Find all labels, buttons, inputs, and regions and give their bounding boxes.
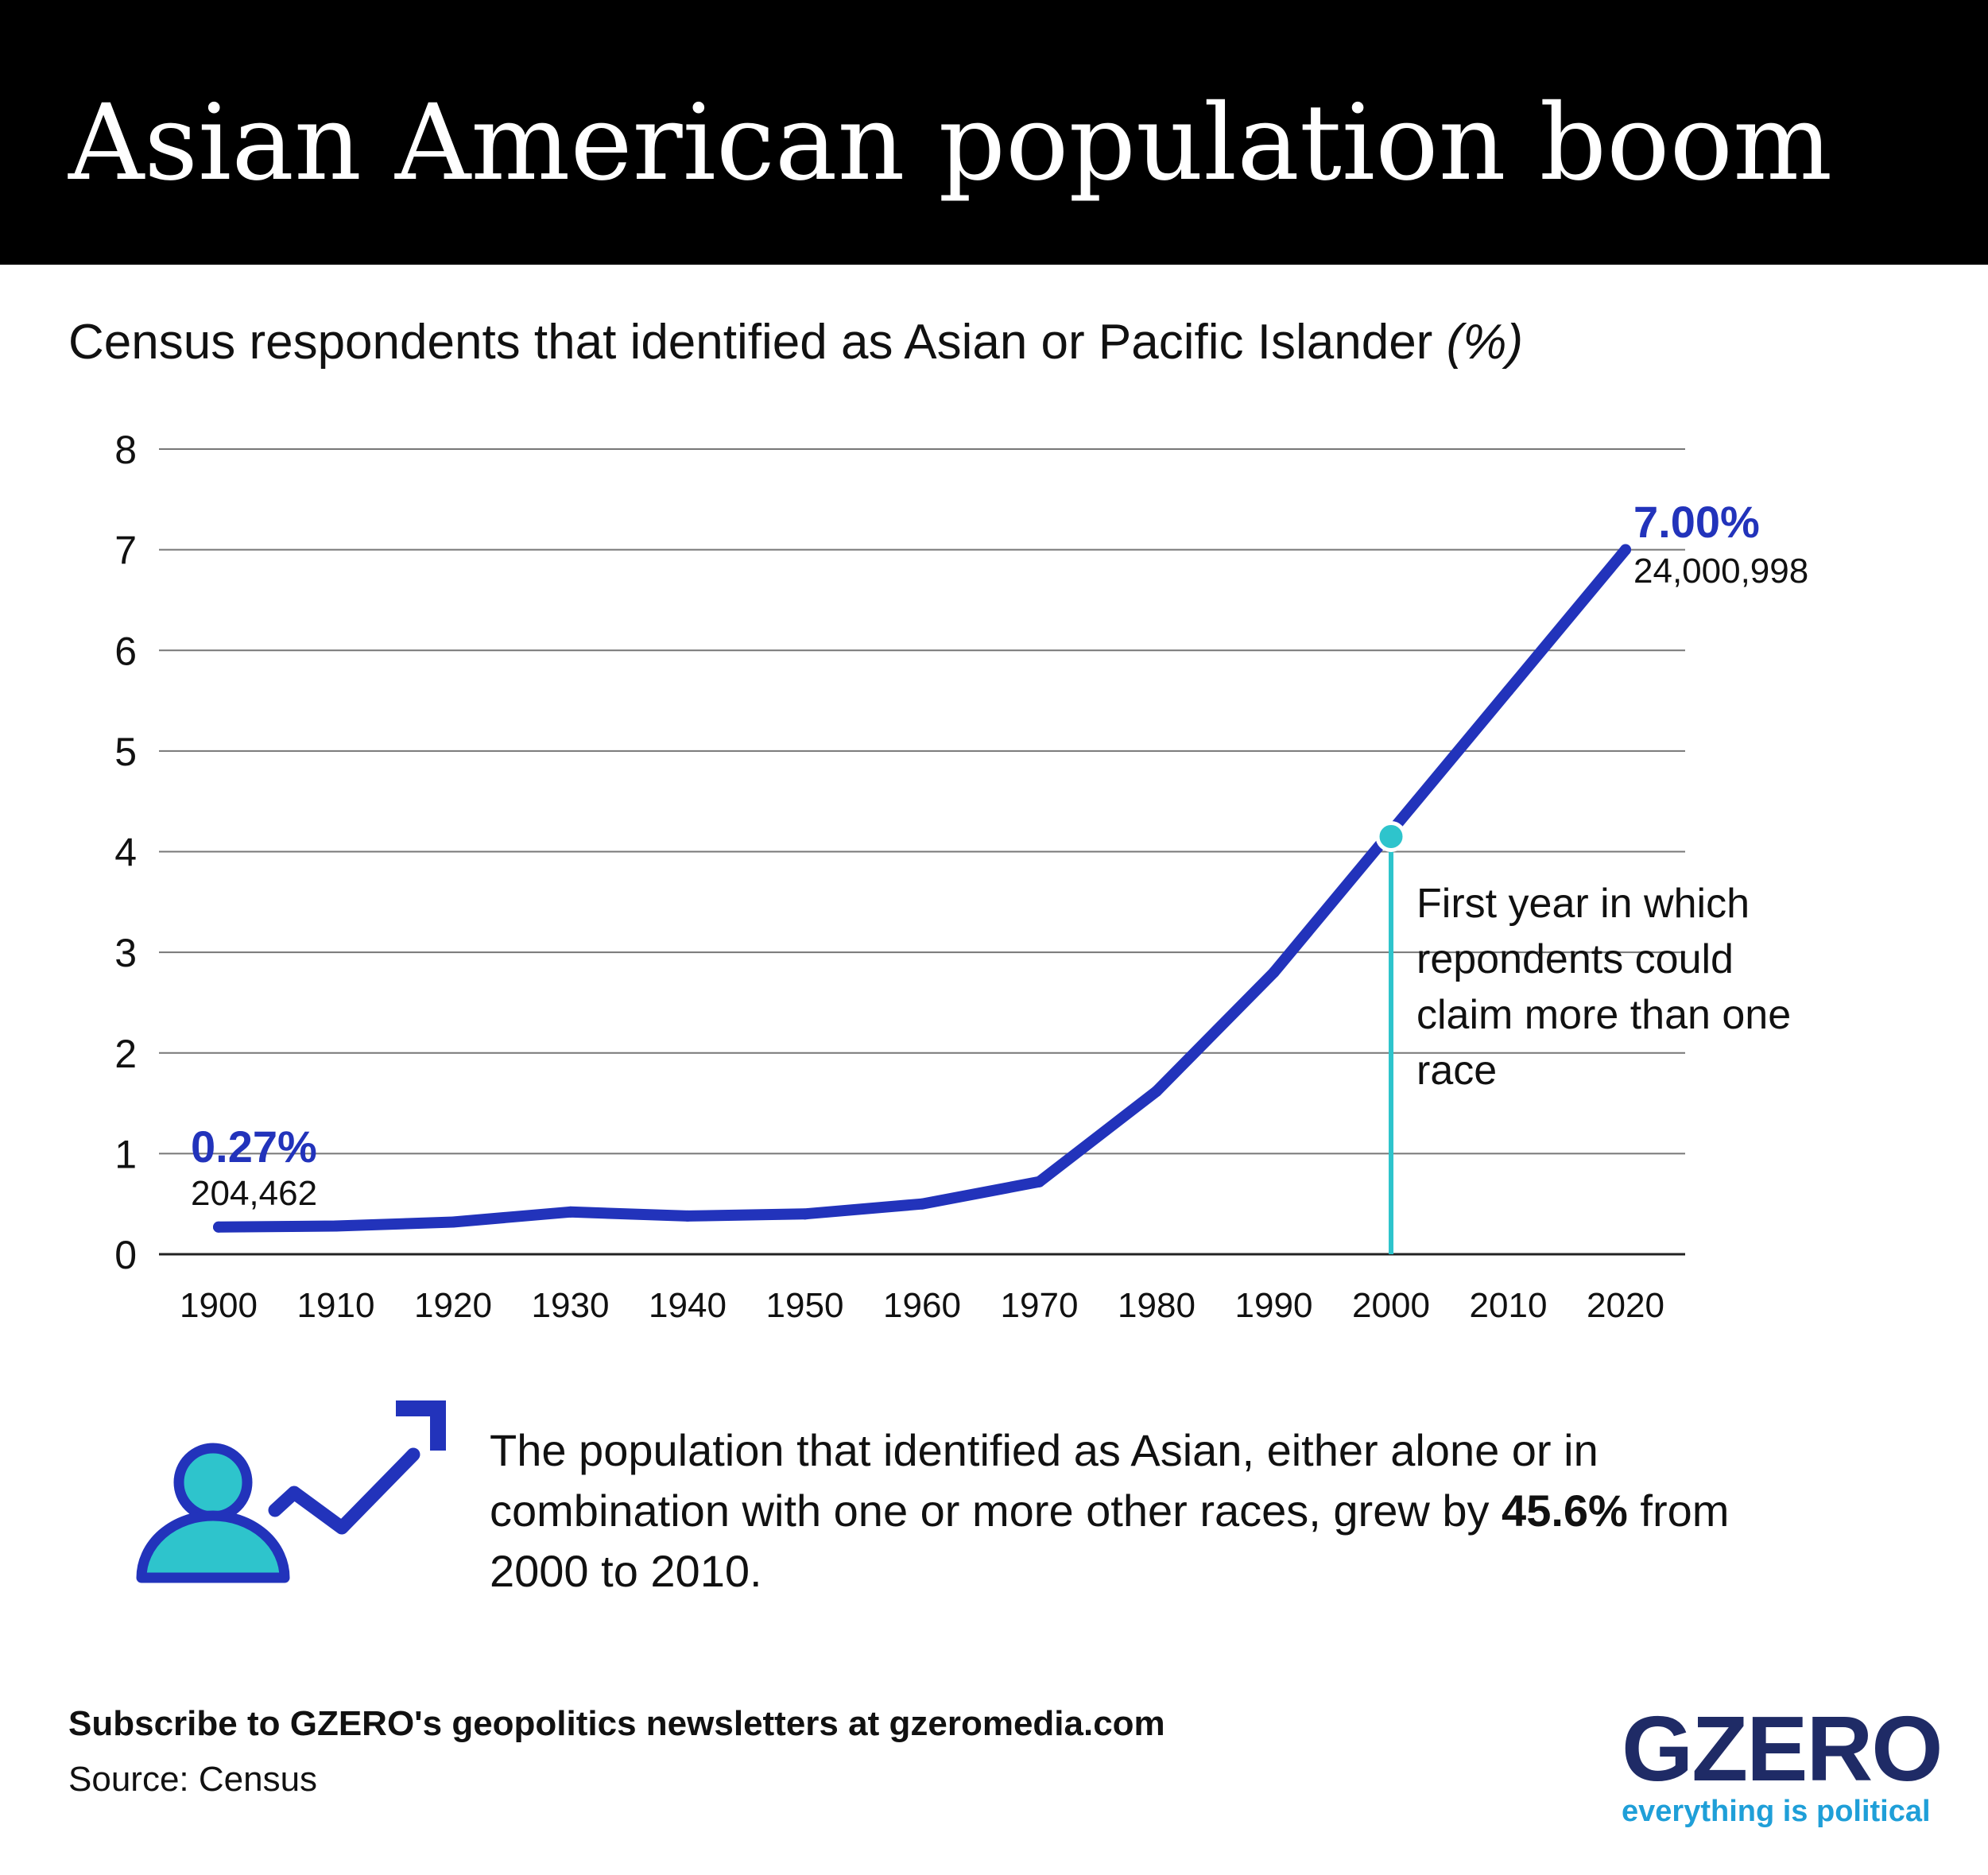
highlight-dot-2000	[1375, 821, 1407, 853]
x-tick-label: 1980	[1118, 1286, 1196, 1325]
chart-grid	[159, 448, 1685, 1256]
y-axis-labels: 0 1 2 3 4 5 6 7 8	[114, 428, 137, 1277]
x-tick-label: 1950	[766, 1286, 844, 1325]
y-tick-label: 1	[114, 1132, 137, 1176]
x-axis-labels: 1900 1910 1920 1930 1940 1950 1960 1970 1980 1990…	[180, 1286, 1664, 1325]
end-label-percent: 7.00%	[1633, 497, 1760, 547]
header-bar: Asian American population boom	[0, 0, 1988, 265]
chart-subtitle: Census respondents that identified as As…	[68, 312, 1523, 374]
subtitle-unit: (%)	[1446, 315, 1523, 370]
start-label-count: 204,462	[191, 1174, 317, 1213]
end-label-count: 24,000,998	[1633, 552, 1808, 591]
y-tick-label: 4	[114, 831, 137, 875]
start-label-percent: 0.27%	[191, 1122, 317, 1172]
x-tick-label: 2020	[1587, 1286, 1664, 1325]
page-title: Asian American population boom	[68, 82, 1833, 204]
person-trend-up-icon	[136, 1400, 446, 1583]
data-point-1980	[1151, 1085, 1162, 1097]
y-tick-label: 6	[114, 629, 137, 673]
source-text: Source: Census	[68, 1760, 318, 1799]
x-tick-label: 1930	[532, 1286, 610, 1325]
x-tick-label: 1990	[1235, 1286, 1313, 1325]
note-highlight: 45.6%	[1502, 1486, 1628, 1536]
data-point-1950	[799, 1208, 811, 1220]
x-tick-label: 2000	[1352, 1286, 1430, 1325]
gzero-tagline: everything is political	[1622, 1795, 1931, 1828]
y-tick-label: 5	[114, 730, 137, 774]
x-tick-label: 1910	[297, 1286, 375, 1325]
subscribe-text: Subscribe to GZERO's geopolitics newslet…	[68, 1704, 1165, 1743]
growth-note: The population that identified as Asian,…	[490, 1420, 1730, 1602]
x-tick-label: 1970	[1001, 1286, 1079, 1325]
data-point-1910	[330, 1220, 342, 1232]
data-point-1920	[448, 1216, 459, 1228]
data-point-1970	[1033, 1176, 1045, 1187]
y-tick-label: 2	[114, 1032, 137, 1076]
y-tick-label: 8	[114, 428, 137, 472]
x-tick-label: 1920	[414, 1286, 492, 1325]
y-tick-label: 0	[114, 1233, 137, 1277]
y-tick-label: 3	[114, 931, 137, 975]
series-line	[213, 544, 1631, 1233]
data-point-1990	[1268, 967, 1280, 978]
data-point-1940	[682, 1210, 693, 1222]
x-tick-label: 1960	[883, 1286, 961, 1325]
x-tick-label: 1940	[649, 1286, 727, 1325]
data-point-2020	[1620, 544, 1631, 556]
note-text-before: The population that identified as Asian,…	[490, 1425, 1599, 1536]
x-tick-label: 2010	[1470, 1286, 1548, 1325]
data-point-1930	[564, 1206, 576, 1218]
subtitle-text: Census respondents that identified as As…	[68, 315, 1447, 370]
data-point-1900	[213, 1221, 224, 1233]
data-point-2010	[1502, 684, 1514, 696]
x-tick-label: 1900	[180, 1286, 258, 1325]
note-text-after: from 2000 to 2010.	[490, 1486, 1730, 1596]
data-point-1960	[916, 1198, 928, 1210]
gzero-logo: GZERO	[1622, 1697, 1943, 1800]
y-tick-label: 7	[114, 529, 137, 573]
annotation-2000: First year in which repondents could cla…	[1416, 881, 1792, 1094]
